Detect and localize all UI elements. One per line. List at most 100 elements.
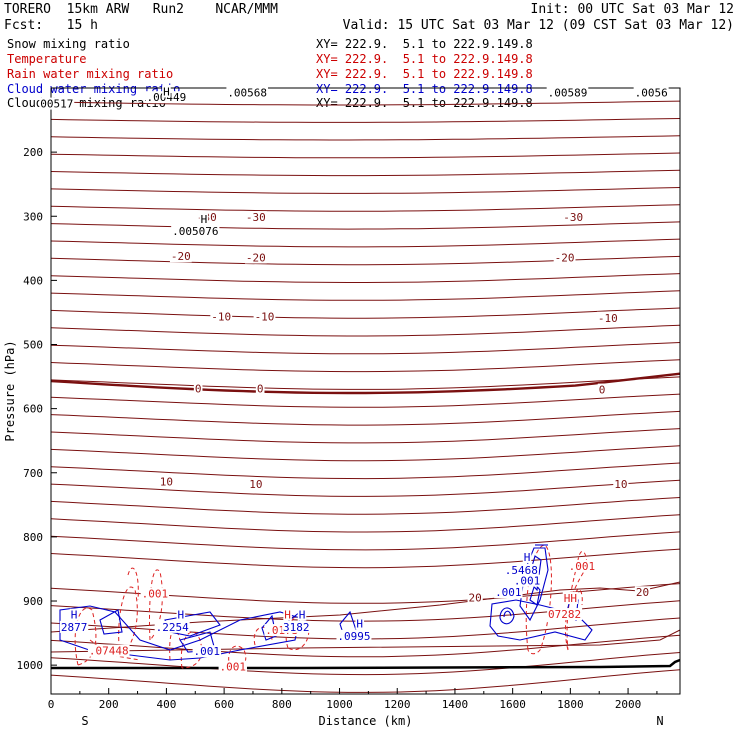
cloud-water-label: .2254 (156, 621, 189, 634)
rain-label: .001 (569, 560, 596, 573)
cloud-water-label-bg (297, 608, 307, 621)
snow-label-bg (546, 86, 589, 99)
isotherm-zero-line (50, 372, 681, 395)
isotherm-label: -10 (598, 312, 618, 325)
cloud-water-label: 3182 (283, 621, 310, 634)
legend-label-snow: Snow mixing ratio (7, 37, 130, 51)
north-label: N (656, 714, 663, 728)
isotherm-label: 10 (160, 475, 173, 488)
isotherm-line (50, 479, 681, 497)
x-tick-label: 1200 (384, 698, 411, 711)
y-tick-label: 200 (23, 146, 43, 159)
valid-time: Valid: 15 UTC Sat 03 Mar 12 (09 CST Sat … (342, 18, 734, 33)
isotherm-label-bg (244, 251, 267, 264)
y-tick-label: 400 (23, 274, 43, 287)
rain-label: .07448 (89, 645, 129, 658)
isotherm-line (50, 514, 681, 533)
x-tick-label: 1000 (326, 698, 353, 711)
cloud-water-label: .5468 (505, 564, 538, 577)
rain-label: .001 (142, 588, 169, 601)
isotherm-label-bg (613, 477, 629, 490)
x-tick-label: 1600 (499, 698, 526, 711)
rain-label: H (284, 609, 291, 622)
isotherm-line (50, 204, 681, 212)
south-label: S (81, 714, 88, 728)
plot-frame (50, 87, 681, 695)
cloud-water-label-bg (336, 629, 372, 642)
cloud-water-label: H (356, 618, 363, 631)
isotherm-line (50, 273, 681, 283)
isotherm-label-bg (562, 211, 585, 224)
isotherm-label-bg (467, 591, 483, 604)
x-tick-label: 1800 (557, 698, 584, 711)
rain-contour (118, 586, 138, 656)
cloud-water-label: H (71, 609, 78, 622)
isotherm-label-bg (253, 310, 276, 323)
snow-label-bg (39, 97, 75, 110)
isotherm-label: -20 (246, 252, 266, 265)
isotherm-label: -20 (555, 252, 575, 265)
snow-label-bg (226, 86, 269, 99)
x-tick-label: 2000 (615, 698, 642, 711)
y-tick-label: 300 (23, 210, 43, 223)
isotherm-line (50, 359, 681, 373)
isotherm-line (50, 600, 681, 622)
isotherm-label: -20 (171, 250, 191, 263)
isotherm-line (50, 324, 681, 337)
legend-xy-rain: XY= 222.9. 5.1 to 222.9.149.8 (316, 67, 533, 81)
cloud-water-contour (499, 607, 515, 625)
cloud-water-label-bg (355, 617, 365, 630)
cloud-water-label-bg (176, 608, 186, 621)
isotherm-line (50, 497, 681, 515)
rain-label-bg (140, 587, 170, 600)
legend-label-rain: Rain water mixing ratio (7, 67, 174, 81)
legend-label-temperature: Temperature (7, 52, 87, 66)
isotherm-line (50, 634, 681, 658)
x-tick-label: 800 (272, 698, 292, 711)
contour-labels: -30-30-30-20-20-20-10-10-100001010102020… (39, 85, 669, 674)
rain-label-bg (87, 644, 130, 657)
isotherm-line (50, 307, 681, 319)
isotherm-line (50, 290, 681, 301)
isotherm-label: 0 (257, 382, 264, 395)
snow-label: .00589 (548, 87, 588, 100)
isotherm-line (50, 238, 681, 248)
isotherm-label-bg (597, 383, 607, 396)
isotherm-label: -10 (255, 310, 275, 323)
isotherm-label-bg (244, 211, 267, 224)
y-tick-label: 900 (23, 595, 43, 608)
isotherm-label-bg (158, 475, 175, 488)
rain-label-bg (283, 608, 292, 621)
isotherm-label: -30 (246, 211, 266, 224)
isotherm-line (50, 462, 681, 480)
isotherm-line (50, 410, 681, 426)
rain-label-bg (547, 608, 583, 621)
isotherm-label-bg (634, 586, 651, 599)
snow-label-bg (633, 86, 669, 99)
temperature-contours (50, 100, 681, 693)
terrain-line (51, 658, 681, 670)
cloud-water-label-bg (522, 550, 532, 563)
x-tick-label: 400 (156, 698, 176, 711)
snow-label: H (163, 85, 170, 98)
cloud-water-label: .001 (514, 575, 541, 588)
cloud-water-contour (529, 582, 541, 606)
isotherm-label: 10 (249, 478, 262, 491)
isotherm-line (50, 187, 681, 194)
isotherm-line (50, 445, 681, 462)
cloud-water-label-bg (192, 645, 222, 658)
isotherm-label: 20 (636, 586, 649, 599)
isotherm-line (50, 652, 681, 676)
cloud-water-label: H (524, 551, 531, 564)
plot-border (50, 87, 681, 695)
isotherm-line (50, 152, 681, 159)
isotherm-line (50, 428, 681, 444)
rain-contour (127, 567, 139, 601)
cloud-water-label: .001 (495, 586, 522, 599)
cloud-water-contour (99, 609, 123, 635)
snow-label: .00449 (147, 91, 187, 104)
legend-xy-cloud-ice: XY= 222.9. 5.1 to 222.9.149.8 (316, 96, 533, 110)
isotherm-label: 20 (469, 591, 482, 604)
x-tick-label: 600 (214, 698, 234, 711)
